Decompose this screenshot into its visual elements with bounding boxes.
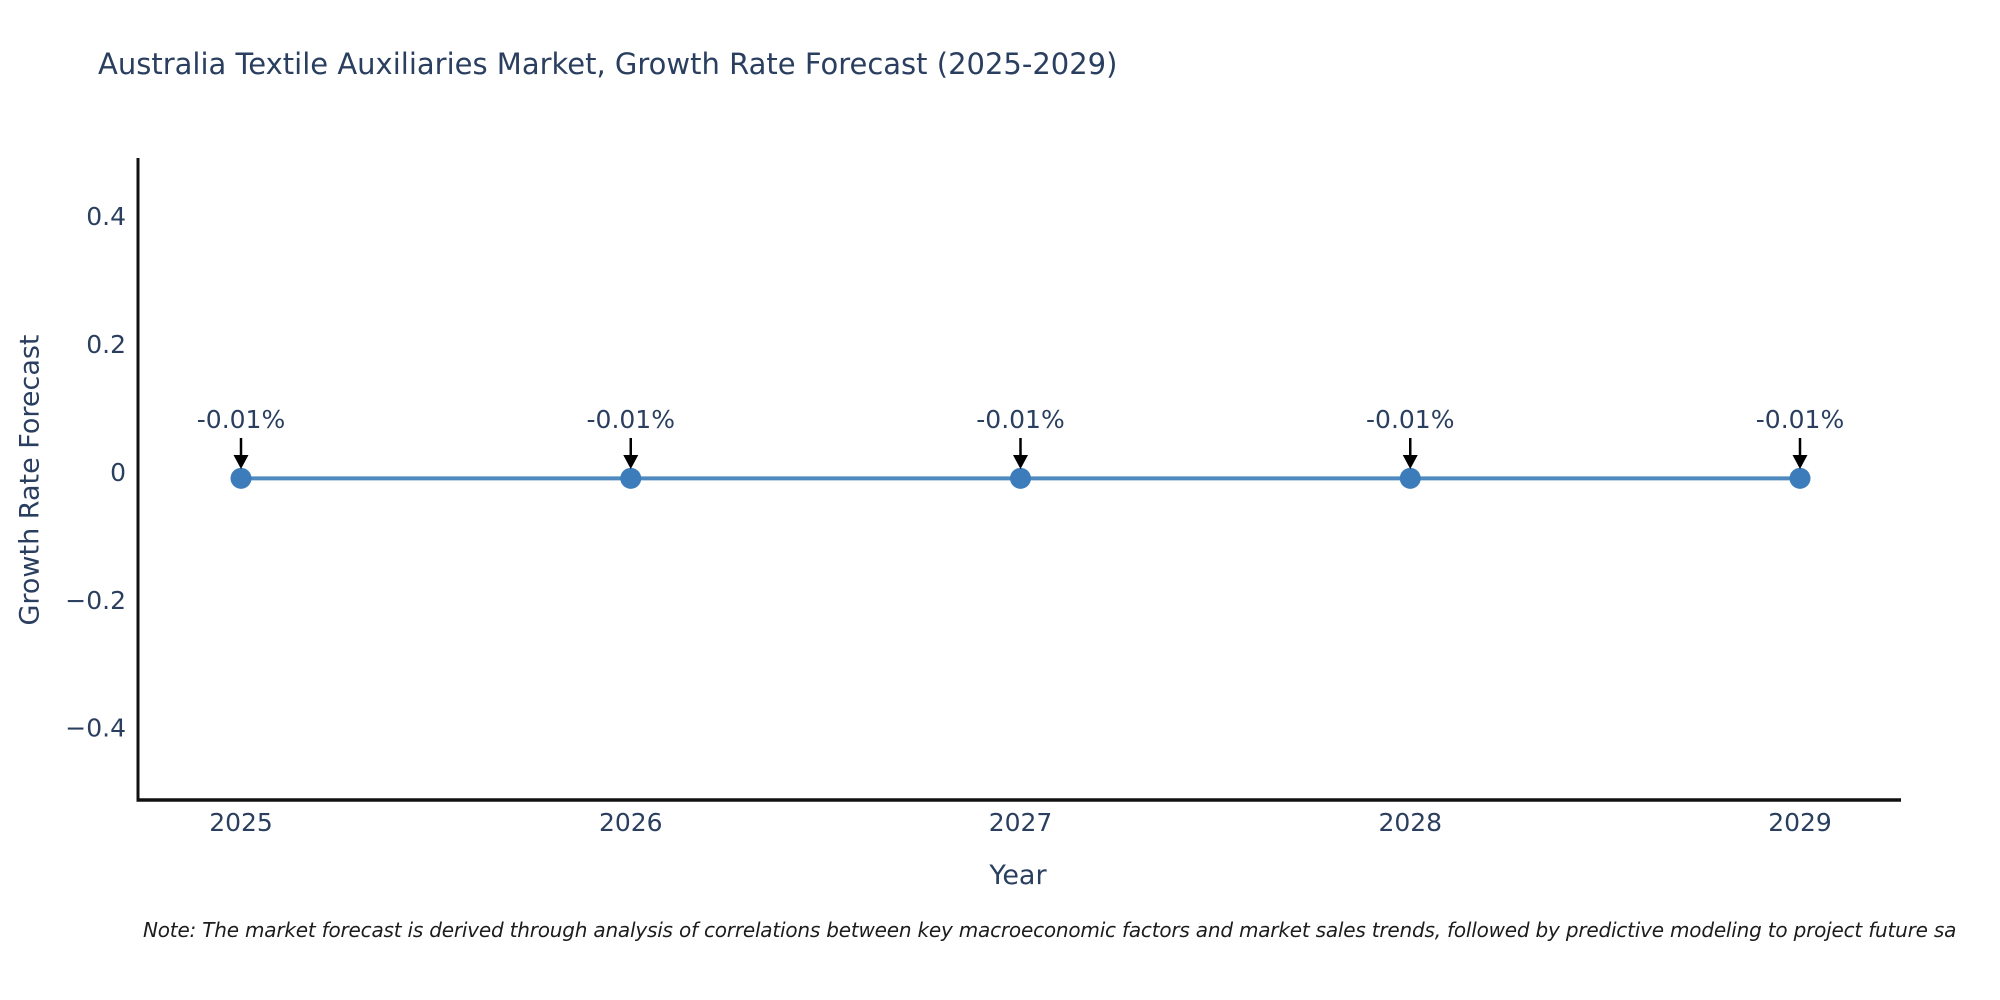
annotation-label: -0.01% <box>197 405 285 434</box>
x-tick-label: 2027 <box>989 808 1053 837</box>
data-point-marker[interactable] <box>1399 467 1421 489</box>
annotation-arrowhead <box>1792 455 1808 469</box>
y-tick-label: 0.4 <box>86 202 126 231</box>
annotation-arrowhead <box>233 455 249 469</box>
x-tick-label: 2025 <box>209 808 273 837</box>
y-tick-label: 0 <box>110 458 126 487</box>
data-point-marker[interactable] <box>230 467 252 489</box>
chart-title: Australia Textile Auxiliaries Market, Gr… <box>98 47 1118 81</box>
annotation-label: -0.01% <box>976 405 1064 434</box>
annotation-arrowhead <box>1013 455 1028 469</box>
data-point-marker[interactable] <box>1789 467 1811 489</box>
y-tick-label: 0.2 <box>86 330 126 359</box>
x-tick-label: 2028 <box>1378 808 1442 837</box>
data-point-marker[interactable] <box>620 467 642 489</box>
x-axis-title: Year <box>989 860 1047 891</box>
annotation-arrowhead <box>623 455 639 469</box>
footnote: Note: The market forecast is derived thr… <box>143 918 1957 942</box>
annotation-label: -0.01% <box>587 405 675 434</box>
annotation-arrowhead <box>1402 455 1418 469</box>
y-tick-label: −0.2 <box>65 586 126 615</box>
annotation-label: -0.01% <box>1756 405 1844 434</box>
y-tick-label: −0.4 <box>65 714 126 743</box>
x-tick-label: 2026 <box>599 808 663 837</box>
annotation-label: -0.01% <box>1366 405 1454 434</box>
data-point-marker[interactable] <box>1010 467 1031 489</box>
x-tick-label: 2029 <box>1768 808 1832 837</box>
